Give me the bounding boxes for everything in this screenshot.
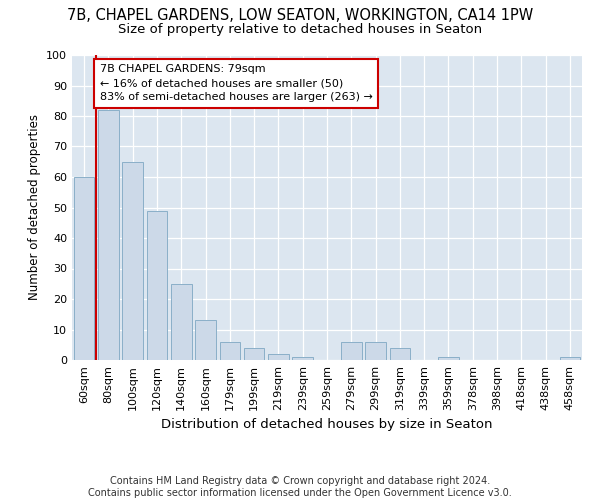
Bar — [268, 354, 289, 360]
Bar — [438, 357, 459, 360]
Bar — [341, 342, 362, 360]
Text: Contains HM Land Registry data © Crown copyright and database right 2024.
Contai: Contains HM Land Registry data © Crown c… — [88, 476, 512, 498]
Bar — [98, 110, 119, 360]
Y-axis label: Number of detached properties: Number of detached properties — [28, 114, 41, 300]
Bar — [122, 162, 143, 360]
Text: Size of property relative to detached houses in Seaton: Size of property relative to detached ho… — [118, 22, 482, 36]
Bar — [292, 357, 313, 360]
Bar — [146, 210, 167, 360]
Bar — [220, 342, 240, 360]
Bar — [171, 284, 191, 360]
Bar — [365, 342, 386, 360]
X-axis label: Distribution of detached houses by size in Seaton: Distribution of detached houses by size … — [161, 418, 493, 432]
Text: 7B, CHAPEL GARDENS, LOW SEATON, WORKINGTON, CA14 1PW: 7B, CHAPEL GARDENS, LOW SEATON, WORKINGT… — [67, 8, 533, 22]
Bar — [244, 348, 265, 360]
Text: 7B CHAPEL GARDENS: 79sqm
← 16% of detached houses are smaller (50)
83% of semi-d: 7B CHAPEL GARDENS: 79sqm ← 16% of detach… — [100, 64, 373, 102]
Bar — [560, 357, 580, 360]
Bar — [195, 320, 216, 360]
Bar — [74, 177, 94, 360]
Bar — [389, 348, 410, 360]
